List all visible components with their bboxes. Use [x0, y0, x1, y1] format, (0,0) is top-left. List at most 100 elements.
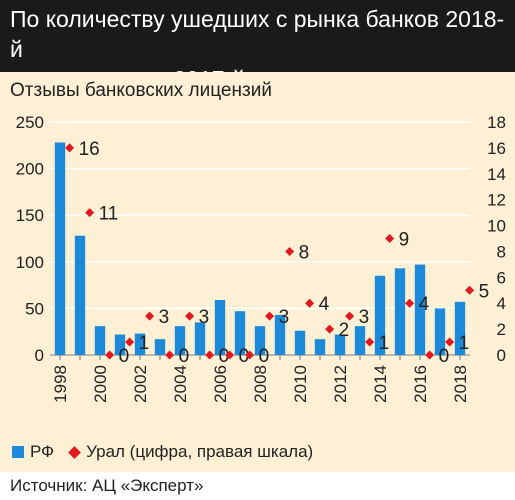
y-right-tick-label: 16	[487, 139, 506, 158]
bar-rf	[374, 275, 386, 355]
y-right-tick-label: 14	[487, 165, 506, 184]
ural-data-label: 0	[219, 346, 230, 367]
legend-bar-swatch	[12, 446, 24, 458]
y-left-tick-label: 250	[16, 113, 44, 132]
x-tick-label: 2006	[211, 365, 230, 403]
x-tick-label: 2002	[131, 365, 150, 403]
marker-ural	[225, 350, 235, 360]
y-right-tick-label: 8	[497, 242, 506, 261]
marker-ural	[205, 350, 215, 360]
marker-ural	[145, 311, 155, 321]
legend-diamond-swatch	[68, 445, 81, 459]
ural-data-label: 8	[299, 242, 310, 263]
ural-data-label: 4	[319, 294, 330, 315]
bar-rf	[314, 339, 326, 355]
marker-ural	[345, 311, 355, 321]
ural-data-label: 1	[459, 333, 470, 354]
ural-data-label: 4	[419, 294, 430, 315]
ural-data-label: 0	[179, 346, 190, 367]
marker-ural	[105, 350, 115, 360]
x-tick-label: 2018	[451, 365, 470, 403]
x-tick-label: 2012	[331, 365, 350, 403]
marker-ural	[465, 285, 475, 295]
ural-data-label: 16	[79, 139, 100, 160]
bar-rf	[394, 268, 406, 355]
bar-rf	[74, 235, 86, 355]
ural-data-label: 0	[259, 346, 270, 367]
x-tick-label: 2000	[91, 365, 110, 403]
x-tick-label: 2016	[411, 365, 430, 403]
marker-ural	[365, 337, 375, 347]
ural-data-label: 0	[119, 346, 130, 367]
ural-data-label: 11	[99, 204, 119, 225]
bar-rf	[154, 339, 166, 355]
y-right-tick-label: 0	[497, 346, 506, 365]
bar-rf	[94, 326, 106, 355]
bar-rf	[454, 301, 466, 355]
marker-ural	[65, 143, 75, 153]
legend-bar-label: РФ	[30, 442, 55, 461]
ural-data-label: 3	[199, 307, 210, 328]
y-left-tick-label: 150	[16, 206, 44, 225]
marker-ural	[165, 350, 175, 360]
marker-ural	[325, 324, 335, 334]
ural-data-label: 1	[379, 333, 390, 354]
marker-ural	[405, 298, 415, 308]
marker-ural	[265, 311, 275, 321]
y-left-tick-label: 50	[25, 299, 44, 318]
ural-data-label: 1	[139, 333, 150, 354]
bar-rf	[214, 300, 226, 355]
ural-data-label: 9	[399, 230, 410, 251]
bar-rf	[414, 264, 426, 355]
marker-ural	[285, 246, 295, 256]
bar-rf	[294, 330, 306, 355]
bar-rf	[134, 333, 146, 355]
bar-rf	[334, 334, 346, 355]
marker-ural	[445, 337, 455, 347]
chart-subtitle: Отзывы банковских лицензий	[10, 80, 272, 101]
y-right-tick-label: 12	[487, 191, 506, 210]
marker-ural	[85, 208, 95, 218]
x-tick-label: 2014	[371, 365, 390, 403]
chart-panel: Отзывы банковских лицензий 0 50 100 150 200 2…	[0, 72, 515, 472]
ural-data-label: 3	[279, 307, 290, 328]
marker-ural	[125, 337, 135, 347]
bar-rf	[54, 142, 66, 355]
legend-diamond-label: Урал (цифра, правая шкала)	[86, 442, 314, 461]
marker-ural	[385, 234, 395, 243]
x-tick-label: 2008	[251, 365, 270, 403]
x-tick-label: 2004	[171, 365, 190, 403]
marker-ural	[245, 350, 255, 360]
chart-plot: 0501001502002500246810121416181611013030…	[16, 113, 506, 403]
bar-rf	[254, 326, 266, 355]
bar-rf	[194, 322, 206, 355]
source-note: Источник: АЦ «Эксперт»	[10, 476, 204, 495]
y-right-tick-label: 4	[497, 294, 506, 313]
marker-ural	[305, 298, 315, 308]
bar-rf	[234, 311, 246, 355]
ural-data-label: 0	[239, 346, 250, 367]
chart-legend: РФ Урал (цифра, правая шкала)	[12, 442, 313, 462]
bar-rf	[114, 334, 126, 355]
bar-rf	[174, 326, 186, 355]
ural-data-label: 3	[359, 307, 370, 328]
y-right-tick-label: 6	[497, 268, 506, 287]
x-tick-label: 1998	[51, 365, 70, 403]
y-right-tick-label: 18	[487, 113, 506, 132]
y-right-tick-label: 10	[487, 217, 506, 236]
ural-data-label: 0	[439, 346, 450, 367]
ural-data-label: 2	[339, 320, 350, 341]
y-left-tick-label: 200	[16, 160, 44, 179]
title-bar: По количеству ушедших с рынка банков 201…	[0, 0, 515, 92]
y-right-tick-label: 2	[497, 320, 506, 339]
bar-rf	[434, 308, 446, 355]
marker-ural	[185, 311, 195, 321]
marker-ural	[425, 350, 435, 360]
ural-data-label: 3	[159, 307, 170, 328]
bar-rf	[274, 314, 286, 355]
x-tick-label: 2010	[291, 365, 310, 403]
bar-rf	[354, 326, 366, 355]
y-left-tick-label: 100	[16, 253, 44, 272]
ural-data-label: 5	[479, 281, 490, 302]
